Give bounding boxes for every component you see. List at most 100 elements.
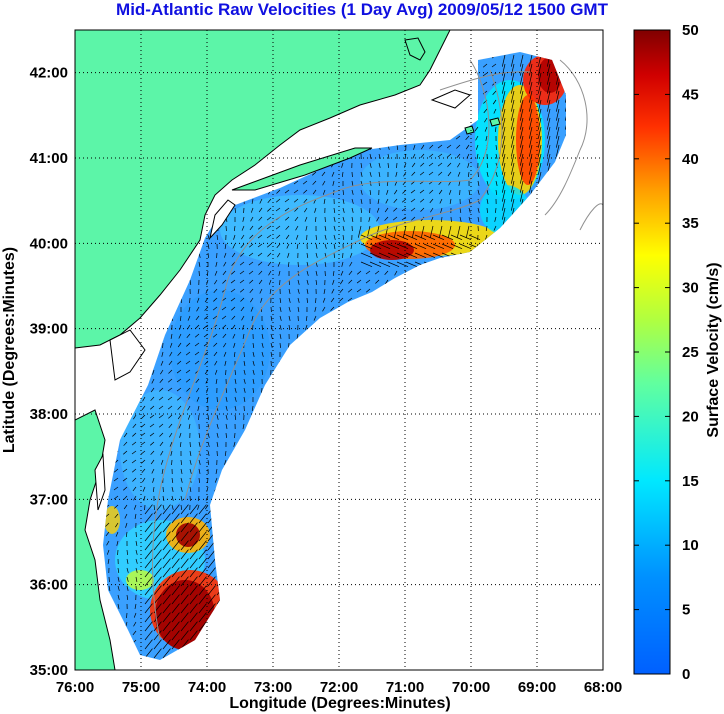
velocity-arrow — [537, 99, 542, 112]
velocity-arrow — [161, 468, 164, 474]
velocity-arrow — [180, 612, 189, 623]
velocity-arrow — [440, 216, 443, 223]
velocity-arrow — [167, 378, 173, 383]
velocity-arrow — [214, 369, 218, 375]
velocity-arrow — [270, 315, 273, 321]
velocity-arrow — [385, 198, 389, 204]
velocity-arrow — [369, 234, 382, 240]
velocity-arrow — [378, 243, 391, 249]
velocity-arrow — [387, 261, 400, 267]
velocity-arrow — [266, 243, 272, 248]
velocity-arrow — [180, 513, 189, 524]
velocity-arrow — [198, 594, 207, 605]
velocity-arrow — [414, 243, 427, 249]
velocity-arrow — [222, 324, 227, 329]
velocity-arrow — [378, 252, 391, 258]
velocity-arrow — [153, 639, 162, 650]
velocity-arrow — [151, 468, 155, 474]
velocity-arrow — [268, 270, 272, 276]
velocity-arrow — [196, 387, 200, 393]
velocity-arrow — [270, 351, 273, 357]
velocity-arrow — [510, 135, 515, 148]
velocity-arrow — [207, 432, 210, 438]
velocity-arrow — [348, 270, 353, 276]
velocity-arrow — [414, 252, 427, 258]
velocity-arrow — [384, 279, 389, 285]
velocity-arrow — [468, 216, 471, 222]
velocity-arrow — [501, 81, 506, 94]
velocity-arrow — [215, 468, 218, 474]
velocity-arrow — [216, 441, 219, 447]
velocity-arrow — [150, 405, 155, 410]
velocity-arrow — [113, 486, 119, 491]
x-tick-label: 73:00 — [254, 679, 292, 696]
velocity-arrow — [305, 315, 308, 321]
velocity-arrow — [428, 171, 434, 176]
velocity-arrow — [482, 90, 488, 95]
velocity-arrow — [171, 486, 174, 492]
velocity-arrow — [169, 342, 173, 348]
velocity-arrow — [333, 234, 336, 240]
velocity-arrow — [257, 234, 263, 239]
velocity-arrow — [234, 378, 237, 384]
y-tick-label: 40:00 — [30, 235, 68, 252]
velocity-arrow — [223, 252, 227, 258]
velocity-arrow — [122, 468, 128, 473]
velocity-arrow — [231, 315, 236, 320]
velocity-arrow — [144, 639, 153, 650]
velocity-arrow — [180, 522, 189, 533]
velocity-arrow — [306, 297, 308, 304]
velocity-arrow — [261, 360, 264, 366]
velocity-arrow — [167, 396, 173, 401]
velocity-arrow — [113, 477, 119, 482]
velocity-arrow — [162, 612, 171, 623]
velocity-arrow — [207, 594, 216, 605]
velocity-arrow — [356, 288, 362, 293]
velocity-arrow — [432, 234, 445, 240]
velocity-arrow — [107, 558, 110, 564]
velocity-arrow — [171, 522, 180, 533]
velocity-arrow — [249, 279, 254, 284]
velocity-arrow — [430, 216, 434, 222]
velocity-arrow — [528, 180, 533, 193]
velocity-arrow — [261, 333, 264, 339]
velocity-arrow — [177, 342, 182, 348]
velocity-arrow — [278, 270, 281, 276]
velocity-arrow — [188, 423, 191, 429]
velocity-arrow — [341, 261, 344, 267]
velocity-arrow — [555, 90, 560, 103]
velocity-arrow — [221, 297, 227, 302]
velocity-arrow — [240, 297, 245, 302]
velocity-arrow — [528, 72, 533, 85]
velocity-arrow — [465, 225, 470, 238]
velocity-arrow — [180, 549, 189, 560]
velocity-arrow — [285, 216, 290, 221]
velocity-arrow — [249, 225, 254, 231]
velocity-arrow — [459, 216, 462, 222]
velocity-arrow — [114, 504, 119, 509]
velocity-arrow — [207, 234, 210, 240]
velocity-arrow — [170, 450, 173, 456]
velocity-arrow — [197, 495, 200, 501]
velocity-arrow — [234, 207, 236, 214]
velocity-arrow — [420, 216, 425, 222]
velocity-arrow — [293, 189, 299, 194]
velocity-arrow — [376, 216, 380, 222]
velocity-arrow — [267, 261, 272, 267]
velocity-arrow — [288, 288, 291, 294]
velocity-arrow — [279, 324, 282, 330]
velocity-arrow — [485, 225, 488, 231]
velocity-arrow — [198, 576, 207, 587]
velocity-arrow — [293, 180, 299, 185]
velocity-arrow — [258, 216, 263, 221]
velocity-arrow — [117, 594, 120, 600]
velocity-arrow — [153, 558, 162, 569]
velocity-arrow — [212, 333, 218, 338]
velocity-arrow — [252, 387, 254, 394]
velocity-arrow — [546, 90, 551, 103]
colorbar-tick-label: 15 — [682, 473, 699, 490]
velocity-arrow — [519, 54, 524, 67]
velocity-arrow — [339, 297, 344, 302]
velocity-arrow — [279, 342, 281, 349]
velocity-arrow — [501, 54, 506, 67]
